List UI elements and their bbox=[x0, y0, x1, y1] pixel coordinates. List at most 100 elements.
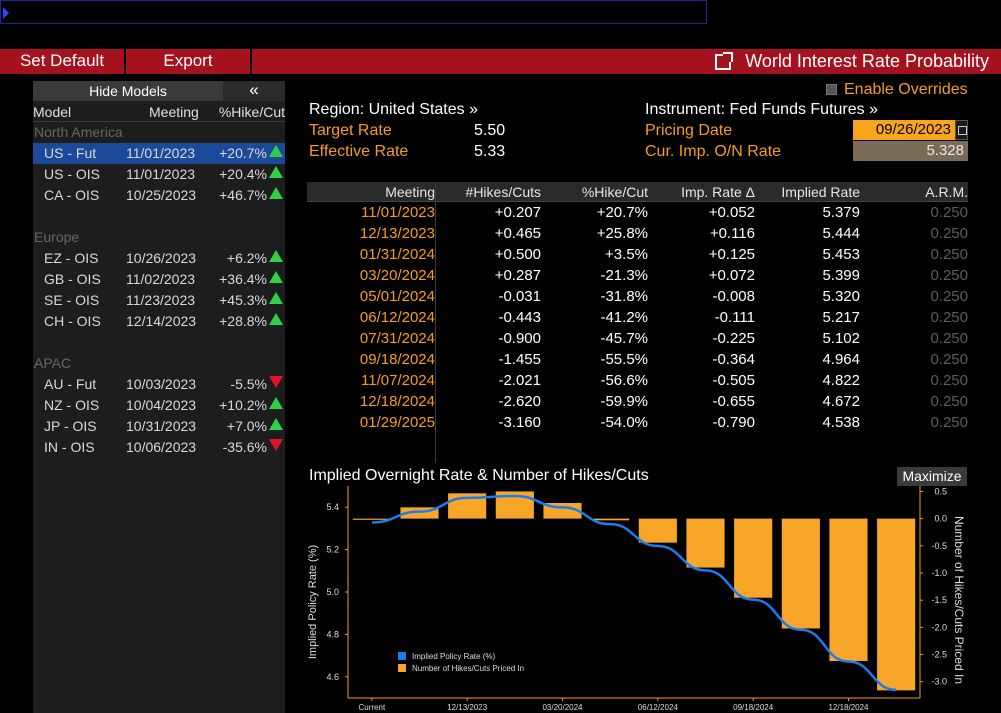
table-cell: -0.900 bbox=[498, 330, 541, 347]
target-rate-value: 5.50 bbox=[474, 122, 506, 139]
table-row[interactable]: 01/31/2024 +0.500 +3.5% +0.125 5.453 0.250 bbox=[307, 244, 968, 265]
table-row[interactable]: 12/18/2024 -2.620 -59.9% -0.655 4.672 0.250 bbox=[307, 391, 968, 412]
arrow-up-icon bbox=[269, 418, 283, 430]
table-cell: 0.250 bbox=[930, 225, 968, 242]
model-row[interactable]: US - OIS 11/01/2023 +20.4% bbox=[33, 164, 285, 185]
rate-chart[interactable]: 5.4 5.2 5.0 4.8 4.6 0.5 0.0 -0.5 -1.0 -1.5 -2.0 -2.… bbox=[300, 486, 1000, 713]
legend-label: Number of Hikes/Cuts Priced In bbox=[412, 664, 524, 673]
table-cell: -3.160 bbox=[498, 414, 541, 431]
table-cell: 5.399 bbox=[822, 267, 860, 284]
column-header[interactable]: %Hike/Cut bbox=[581, 184, 648, 200]
model-row[interactable]: SE - OIS 11/23/2023 +45.3% bbox=[33, 290, 285, 311]
bar-hikes-cuts bbox=[877, 518, 916, 691]
table-cell: 0.250 bbox=[930, 414, 968, 431]
instrument-selector[interactable]: Instrument: Fed Funds Futures » bbox=[645, 101, 878, 118]
arrow-up-icon bbox=[269, 397, 283, 409]
table-cell: 0.250 bbox=[930, 393, 968, 410]
launch-icon[interactable] bbox=[715, 52, 734, 70]
table-header: Meeting #Hikes/Cuts %Hike/Cut Imp. Rate Δ Im… bbox=[307, 182, 968, 202]
table-cell: 01/31/2024 bbox=[359, 246, 435, 263]
table-cell: 4.964 bbox=[822, 351, 860, 368]
model-row[interactable]: CA - OIS 10/25/2023 +46.7% bbox=[33, 185, 285, 206]
model-pct: +7.0% bbox=[226, 418, 267, 434]
table-cell: +0.125 bbox=[708, 246, 755, 263]
model-row[interactable]: GB - OIS 11/02/2023 +36.4% bbox=[33, 269, 285, 290]
table-cell: -0.443 bbox=[498, 309, 541, 326]
arrow-up-icon bbox=[269, 166, 283, 178]
model-row[interactable]: IN - OIS 10/06/2023 -35.6% bbox=[33, 437, 285, 458]
table-cell: 5.379 bbox=[822, 204, 860, 221]
enable-overrides-label[interactable]: Enable Overrides bbox=[844, 81, 968, 98]
table-cell: 07/31/2024 bbox=[359, 330, 435, 347]
y2-tick-label: -3.0 bbox=[931, 677, 947, 687]
table-row[interactable]: 05/01/2024 -0.031 -31.8% -0.008 5.320 0.250 bbox=[307, 286, 968, 307]
model-row[interactable]: JP - OIS 10/31/2023 +7.0% bbox=[33, 416, 285, 437]
maximize-button[interactable]: Maximize bbox=[897, 467, 967, 486]
col-model[interactable]: Model bbox=[33, 104, 72, 120]
table-row[interactable]: 12/13/2023 +0.465 +25.8% +0.116 5.444 0.250 bbox=[307, 223, 968, 244]
model-pct: +10.2% bbox=[219, 397, 267, 413]
model-name: CA - OIS bbox=[44, 187, 100, 203]
export-button[interactable]: Export bbox=[126, 49, 252, 74]
table-row[interactable]: 06/12/2024 -0.443 -41.2% -0.111 5.217 0.250 bbox=[307, 307, 968, 328]
model-row[interactable]: NZ - OIS 10/04/2023 +10.2% bbox=[33, 395, 285, 416]
model-row[interactable]: AU - Fut 10/03/2023 -5.5% bbox=[33, 374, 285, 395]
models-panel-header: Hide Models « bbox=[33, 81, 285, 101]
table-divider bbox=[435, 182, 436, 463]
table-row[interactable]: 11/01/2023 +0.207 +20.7% +0.052 5.379 0.250 bbox=[307, 202, 968, 223]
column-header[interactable]: #Hikes/Cuts bbox=[465, 184, 541, 200]
model-meeting: 11/02/2023 bbox=[126, 271, 196, 287]
enable-overrides-checkbox[interactable] bbox=[826, 84, 837, 95]
table-cell: 5.217 bbox=[822, 309, 860, 326]
col-meeting[interactable]: Meeting bbox=[149, 104, 199, 120]
y2-tick-label: -2.0 bbox=[931, 622, 947, 632]
table-cell: +0.116 bbox=[709, 225, 755, 242]
table-row[interactable]: 03/20/2024 +0.287 -21.3% +0.072 5.399 0.250 bbox=[307, 265, 968, 286]
column-header[interactable]: Imp. Rate Δ bbox=[681, 184, 755, 200]
table-cell: 11/01/2023 bbox=[361, 204, 435, 221]
column-header[interactable]: Meeting bbox=[385, 184, 435, 200]
table-cell: -0.364 bbox=[712, 351, 755, 368]
table-row[interactable]: 01/29/2025 -3.160 -54.0% -0.790 4.538 0.250 bbox=[307, 412, 968, 433]
arrow-up-icon bbox=[269, 292, 283, 304]
set-default-button[interactable]: Set Default bbox=[0, 49, 126, 74]
table-cell: 0.250 bbox=[930, 351, 968, 368]
column-header[interactable]: Implied Rate bbox=[781, 184, 860, 200]
model-meeting: 12/14/2023 bbox=[126, 313, 197, 329]
bar-hikes-cuts bbox=[400, 507, 439, 519]
table-row[interactable]: 11/07/2024 -2.021 -56.6% -0.505 4.822 0.250 bbox=[307, 370, 968, 391]
table-row[interactable]: 09/18/2024 -1.455 -55.5% -0.364 4.964 0.250 bbox=[307, 349, 968, 370]
y2-tick-label: -1.5 bbox=[931, 595, 947, 605]
y-tick-label: 5.2 bbox=[326, 545, 339, 555]
region-selector[interactable]: Region: United States » bbox=[309, 101, 478, 118]
pricing-date-input[interactable]: 09/26/2023 bbox=[853, 120, 955, 140]
table-row[interactable]: 07/31/2024 -0.900 -45.7% -0.225 5.102 0.250 bbox=[307, 328, 968, 349]
command-line[interactable] bbox=[0, 0, 707, 24]
y2-tick-label: -1.0 bbox=[931, 568, 947, 578]
bar-hikes-cuts bbox=[734, 518, 773, 598]
models-panel: Hide Models « Model Meeting %Hike/Cut No… bbox=[33, 81, 285, 713]
model-name: IN - OIS bbox=[44, 439, 95, 455]
table-cell: 0.250 bbox=[930, 309, 968, 326]
col-pct[interactable]: %Hike/Cut bbox=[218, 104, 285, 120]
table-cell: -0.505 bbox=[712, 372, 755, 389]
collapse-icon[interactable]: « bbox=[223, 81, 285, 101]
cur-imp-rate-input[interactable]: 5.328 bbox=[853, 141, 968, 161]
model-row[interactable]: US - Fut 11/01/2023 +20.7% bbox=[33, 143, 285, 164]
column-header[interactable]: A.R.M. bbox=[925, 184, 968, 200]
model-group-header: Europe bbox=[34, 229, 80, 245]
table-cell: 01/29/2025 bbox=[359, 414, 435, 431]
table-cell: -21.3% bbox=[600, 267, 648, 284]
model-row[interactable]: CH - OIS 12/14/2023 +28.8% bbox=[33, 311, 285, 332]
table-cell: -41.2% bbox=[600, 309, 648, 326]
calendar-icon[interactable] bbox=[955, 120, 968, 140]
model-group-header: North America bbox=[34, 124, 123, 140]
table-cell: 0.250 bbox=[930, 288, 968, 305]
group-spacer bbox=[33, 206, 285, 227]
effective-rate-label: Effective Rate bbox=[309, 143, 409, 160]
table-body: 11/01/2023 +0.207 +20.7% +0.052 5.379 0.250 12… bbox=[307, 202, 968, 433]
hide-models-button[interactable]: Hide Models bbox=[89, 83, 167, 99]
model-row[interactable]: EZ - OIS 10/26/2023 +6.2% bbox=[33, 248, 285, 269]
window-title: World Interest Rate Probability bbox=[715, 49, 989, 74]
table-cell: 05/01/2024 bbox=[359, 288, 435, 305]
